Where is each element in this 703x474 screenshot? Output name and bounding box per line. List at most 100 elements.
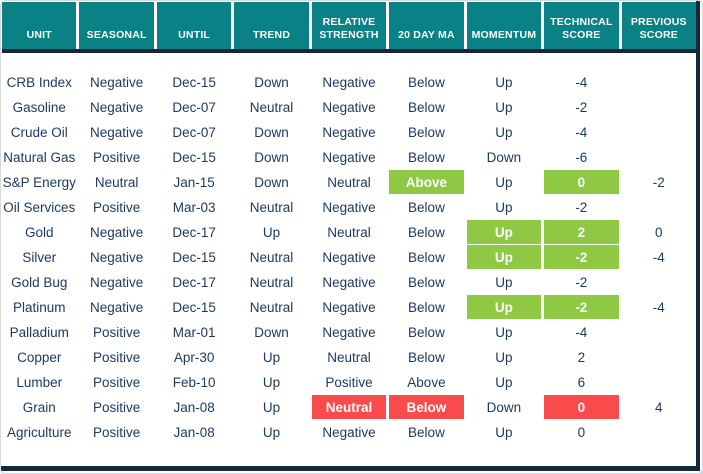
seasonality-table: UNIT SEASONAL UNTIL TREND RELATIVE STRENGTH 2… (1, 1, 696, 466)
table-cell-unit: Grain (2, 395, 77, 420)
table-cell-previous_score (621, 270, 696, 295)
table-cell-technical_score: 6 (544, 370, 619, 395)
table-cell-unit: Crude Oil (2, 120, 77, 145)
table-cell-trend: Neutral (234, 245, 309, 270)
table-cell-technical_score: 2 (544, 345, 619, 370)
table-cell-trend: Down (234, 145, 309, 170)
table-cell-momentum: Up (466, 195, 542, 220)
table-cell-momentum: Up (466, 70, 542, 95)
table-cell-twenty_day_ma: Below (389, 195, 464, 220)
table-cell-unit: Gold Bug (2, 270, 77, 295)
table-cell-technical_score: -2 (544, 95, 619, 120)
table-cell-technical_score: -4 (544, 70, 619, 95)
table-cell-momentum: Up (466, 270, 542, 295)
column-header-momentum: MOMENTUM (466, 2, 542, 49)
table-cell-seasonal: Negative (79, 295, 154, 320)
table-cell-momentum: Up (466, 320, 542, 345)
table-cell-unit: Oil Services (2, 195, 77, 220)
table-cell-momentum: Down (466, 395, 542, 420)
table-cell-previous_score: -4 (621, 245, 696, 270)
column-header-unit: UNIT (2, 2, 77, 49)
table-cell-seasonal: Negative (79, 70, 154, 95)
table-cell-technical_score: 0 (544, 395, 619, 420)
table-cell-trend: Down (234, 170, 309, 195)
table-cell-seasonal: Positive (79, 395, 154, 420)
table-cell-until: Mar-01 (156, 320, 232, 345)
column-header-trend: TREND (234, 2, 309, 49)
table-cell-twenty_day_ma: Below (389, 320, 464, 345)
table-cell-relative_strength: Negative (311, 295, 387, 320)
column-header-until: UNTIL (156, 2, 232, 49)
table-cell-previous_score (621, 370, 696, 395)
table-cell-twenty_day_ma: Below (389, 395, 464, 420)
table-cell-unit: S&P Energy (2, 170, 77, 195)
table-cell-until: Dec-17 (156, 220, 232, 245)
table-cell-unit: Platinum (2, 295, 77, 320)
table-cell-technical_score: -6 (544, 145, 619, 170)
table-cell-unit: Palladium (2, 320, 77, 345)
header-divider-line (2, 49, 696, 53)
table-cell-previous_score (621, 145, 696, 170)
table-cell-momentum: Up (466, 420, 542, 445)
table-cell-seasonal: Negative (79, 220, 154, 245)
table-cell-trend: Neutral (234, 270, 309, 295)
table-cell-relative_strength: Negative (311, 245, 387, 270)
table-cell-until: Feb-10 (156, 370, 232, 395)
table-cell-seasonal: Negative (79, 120, 154, 145)
table-cell-seasonal: Positive (79, 195, 154, 220)
table-cell-seasonal: Positive (79, 145, 154, 170)
table-cell-trend: Neutral (234, 295, 309, 320)
table-cell-previous_score (621, 120, 696, 145)
table-cell-until: Dec-15 (156, 145, 232, 170)
table-cell-previous_score: -2 (621, 170, 696, 195)
table-cell-unit: Lumber (2, 370, 77, 395)
table-cell-technical_score: -4 (544, 320, 619, 345)
table-cell-twenty_day_ma: Below (389, 420, 464, 445)
table-cell-relative_strength: Negative (311, 95, 387, 120)
table-cell-twenty_day_ma: Above (389, 370, 464, 395)
table-cell-relative_strength: Negative (311, 270, 387, 295)
table-cell-momentum: Up (466, 345, 542, 370)
table-cell-unit: Copper (2, 345, 77, 370)
table-cell-trend: Up (234, 370, 309, 395)
table-cell-twenty_day_ma: Below (389, 295, 464, 320)
table-cell-momentum: Up (466, 370, 542, 395)
table-cell-twenty_day_ma: Below (389, 245, 464, 270)
table-cell-previous_score: 4 (621, 395, 696, 420)
table-cell-technical_score: -2 (544, 245, 619, 270)
table-cell-previous_score (621, 320, 696, 345)
table-cell-relative_strength: Negative (311, 120, 387, 145)
table-cell-relative_strength: Neutral (311, 220, 387, 245)
table-cell-trend: Neutral (234, 195, 309, 220)
table-cell-until: Jan-08 (156, 395, 232, 420)
table-cell-momentum: Up (466, 220, 542, 245)
table-cell-trend: Down (234, 120, 309, 145)
table-cell-trend: Up (234, 220, 309, 245)
table-cell-momentum: Down (466, 145, 542, 170)
table-cell-until: Mar-03 (156, 195, 232, 220)
table-cell-seasonal: Negative (79, 270, 154, 295)
table-cell-previous_score (621, 95, 696, 120)
table-cell-unit: Agriculture (2, 420, 77, 445)
table-cell-relative_strength: Negative (311, 420, 387, 445)
table-cell-trend: Down (234, 320, 309, 345)
table-cell-until: Jan-15 (156, 170, 232, 195)
table-cell-twenty_day_ma: Below (389, 120, 464, 145)
table-cell-until: Dec-15 (156, 295, 232, 320)
table-cell-relative_strength: Negative (311, 70, 387, 95)
table-cell-technical_score: -2 (544, 195, 619, 220)
table-cell-previous_score (621, 345, 696, 370)
table-cell-unit: CRB Index (2, 70, 77, 95)
table-cell-relative_strength: Neutral (311, 345, 387, 370)
table-cell-seasonal: Negative (79, 245, 154, 270)
table-cell-relative_strength: Neutral (311, 395, 387, 420)
table-cell-seasonal: Positive (79, 370, 154, 395)
column-header-previous_score: PREVIOUS SCORE (621, 2, 696, 49)
column-header-relative_strength: RELATIVE STRENGTH (311, 2, 387, 49)
table-cell-previous_score (621, 195, 696, 220)
column-header-seasonal: SEASONAL (79, 2, 154, 49)
table-cell-trend: Up (234, 395, 309, 420)
table-cell-technical_score: 0 (544, 170, 619, 195)
